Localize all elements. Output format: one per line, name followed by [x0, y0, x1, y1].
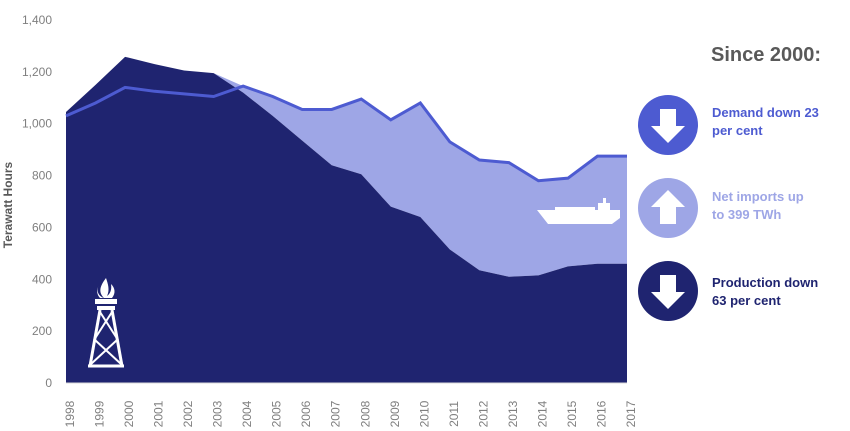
y-tick-label: 1,400 — [22, 13, 52, 27]
imports-note: Net imports up to 399 TWh — [712, 189, 804, 222]
y-tick-label: 1,200 — [22, 65, 52, 79]
x-tick-label: 1999 — [93, 400, 107, 427]
production-arrow-badge — [638, 261, 698, 321]
x-tick-label: 2007 — [329, 400, 343, 427]
demand-arrow-badge — [638, 95, 698, 155]
x-tick-label: 2004 — [240, 400, 254, 427]
x-tick-label: 2016 — [594, 400, 608, 427]
x-tick-label: 2012 — [476, 400, 490, 427]
imports-arrow-badge — [638, 178, 698, 238]
arrow-up-icon — [651, 190, 685, 224]
x-tick-label: 2013 — [506, 400, 520, 427]
x-tick-label: 2008 — [358, 400, 372, 427]
production-note: Production down 63 per cent — [712, 275, 819, 308]
tanker-ship-icon — [537, 198, 620, 224]
x-tick-label: 2000 — [122, 400, 136, 427]
x-tick-label: 2002 — [181, 400, 195, 427]
x-axis-ticks: 1998 1999 2000 2001 2002 2003 2004 2005 2006 2007… — [63, 400, 638, 427]
x-tick-label: 2011 — [447, 401, 461, 427]
since-2000-heading: Since 2000: — [711, 44, 822, 66]
x-tick-label: 2015 — [565, 400, 579, 427]
y-tick-label: 600 — [32, 220, 52, 234]
y-tick-label: 200 — [32, 324, 52, 338]
y-tick-label: 800 — [32, 169, 52, 183]
x-tick-label: 2009 — [388, 400, 402, 427]
demand-line — [65, 84, 627, 183]
x-tick-label: 2017 — [624, 400, 638, 427]
arrow-down-icon — [651, 109, 685, 143]
y-tick-label: 0 — [45, 376, 52, 390]
gas-rig-icon — [88, 278, 124, 368]
x-tick-label: 2010 — [417, 400, 431, 427]
x-tick-label: 2003 — [211, 400, 225, 427]
x-tick-label: 2014 — [535, 400, 549, 427]
x-tick-label: 1998 — [63, 400, 77, 427]
y-tick-label: 400 — [32, 272, 52, 286]
y-axis-ticks: 0 200 400 600 800 1,000 1,200 1,400 — [22, 13, 52, 390]
y-axis-label: Terawatt Hours — [1, 161, 15, 248]
y-tick-label: 1,000 — [22, 117, 52, 131]
x-tick-label: 2005 — [270, 400, 284, 427]
imports-area — [66, 56, 627, 277]
demand-note: Demand down 23 per cent — [712, 105, 819, 138]
production-area — [66, 56, 627, 383]
arrow-down-icon — [651, 275, 685, 309]
x-tick-label: 2001 — [152, 400, 166, 427]
x-tick-label: 2006 — [299, 400, 313, 427]
